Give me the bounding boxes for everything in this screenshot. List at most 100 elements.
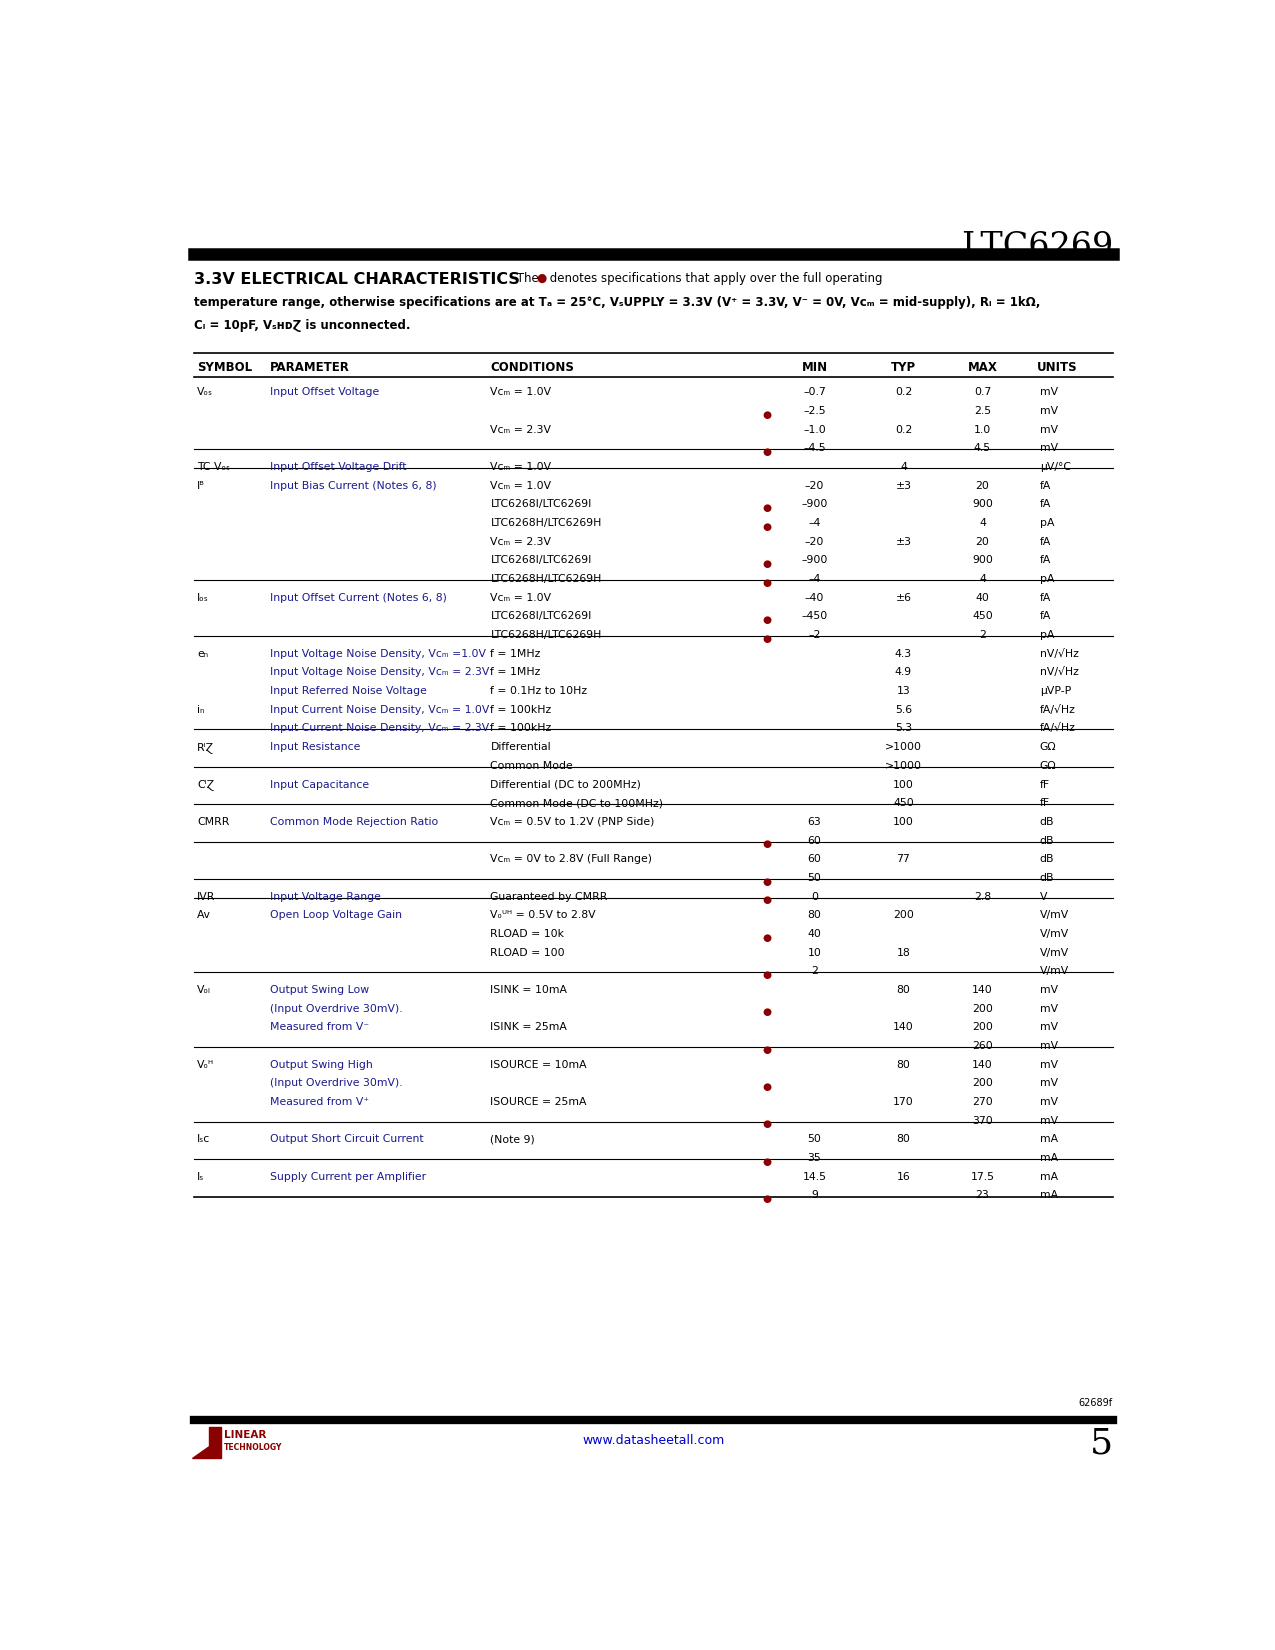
Text: LTC6268I/LTC6269I: LTC6268I/LTC6269I [491, 500, 592, 510]
Text: UNITS: UNITS [1037, 361, 1077, 373]
Text: 200: 200 [892, 911, 914, 921]
Text: Differential: Differential [491, 742, 551, 752]
Text: Vᴄₘ = 2.3V: Vᴄₘ = 2.3V [491, 424, 551, 434]
Polygon shape [193, 1427, 221, 1459]
Text: ●: ● [762, 1195, 771, 1204]
Text: ISINK = 10mA: ISINK = 10mA [491, 985, 567, 995]
Text: ISINK = 25mA: ISINK = 25mA [491, 1023, 567, 1033]
Text: nV/√Hz: nV/√Hz [1040, 668, 1079, 678]
Text: dB: dB [1040, 835, 1054, 845]
Text: 4.9: 4.9 [895, 668, 912, 678]
Text: –2.5: –2.5 [803, 406, 826, 416]
Text: nV/√Hz: nV/√Hz [1040, 648, 1079, 658]
Text: 50: 50 [807, 1134, 821, 1145]
Text: f = 1MHz: f = 1MHz [491, 648, 541, 658]
Text: 18: 18 [896, 947, 910, 957]
Text: –4.5: –4.5 [803, 444, 826, 454]
Text: 5: 5 [1090, 1426, 1113, 1460]
Text: Input Current Noise Density, Vᴄₘ = 2.3V: Input Current Noise Density, Vᴄₘ = 2.3V [270, 723, 490, 734]
Text: (Input Overdrive 30mV).: (Input Overdrive 30mV). [270, 1079, 403, 1089]
Text: 100: 100 [892, 817, 914, 827]
Text: GΩ: GΩ [1040, 761, 1057, 771]
Text: f = 1MHz: f = 1MHz [491, 668, 541, 678]
Text: Output Swing High: Output Swing High [270, 1059, 372, 1069]
Text: ●: ● [762, 578, 771, 587]
Text: mA: mA [1040, 1172, 1058, 1181]
Text: fA: fA [1040, 480, 1051, 490]
Text: The: The [513, 272, 543, 285]
Text: 170: 170 [892, 1097, 914, 1107]
Text: –1.0: –1.0 [803, 424, 826, 434]
Text: –900: –900 [801, 500, 827, 510]
Text: LTC6268I/LTC6269I: LTC6268I/LTC6269I [491, 556, 592, 566]
Text: CONDITIONS: CONDITIONS [491, 361, 574, 373]
Text: 3.3V ELECTRICAL CHARACTERISTICS: 3.3V ELECTRICAL CHARACTERISTICS [194, 272, 520, 287]
Text: iₙ: iₙ [196, 705, 204, 714]
Text: LTC6268H/LTC6269H: LTC6268H/LTC6269H [491, 574, 602, 584]
Text: fA: fA [1040, 536, 1051, 546]
Text: Iₛ: Iₛ [196, 1172, 204, 1181]
Text: LTC6269: LTC6269 [960, 231, 1113, 262]
Text: pA: pA [1040, 574, 1054, 584]
Text: 0.7: 0.7 [974, 388, 991, 398]
Text: Input Current Noise Density, Vᴄₘ = 1.0V: Input Current Noise Density, Vᴄₘ = 1.0V [270, 705, 490, 714]
Text: 900: 900 [972, 556, 993, 566]
Text: 62689f: 62689f [1079, 1398, 1113, 1407]
Text: –4: –4 [808, 518, 821, 528]
Text: V/mV: V/mV [1040, 911, 1068, 921]
Text: mV: mV [1040, 1097, 1058, 1107]
Text: IVR: IVR [196, 891, 215, 901]
Text: fA: fA [1040, 592, 1051, 602]
Text: Vᴄₘ = 0V to 2.8V (Full Range): Vᴄₘ = 0V to 2.8V (Full Range) [491, 855, 653, 865]
Text: denotes specifications that apply over the full operating: denotes specifications that apply over t… [546, 272, 882, 285]
Text: TYP: TYP [891, 361, 915, 373]
Text: 5.3: 5.3 [895, 723, 912, 734]
Text: Input Capacitance: Input Capacitance [270, 779, 370, 789]
Text: >1000: >1000 [885, 761, 922, 771]
Text: Input Offset Voltage Drift: Input Offset Voltage Drift [270, 462, 407, 472]
Text: Aᴠ: Aᴠ [196, 911, 210, 921]
Text: Supply Current per Amplifier: Supply Current per Amplifier [270, 1172, 426, 1181]
Text: 200: 200 [972, 1079, 993, 1089]
Text: ●: ● [762, 559, 771, 569]
Text: fF: fF [1040, 799, 1049, 808]
Text: μV/°C: μV/°C [1040, 462, 1071, 472]
Text: Guaranteed by CMRR: Guaranteed by CMRR [491, 891, 608, 901]
Text: 20: 20 [975, 480, 989, 490]
Text: LTC6268I/LTC6269I: LTC6268I/LTC6269I [491, 612, 592, 622]
Text: PARAMETER: PARAMETER [270, 361, 349, 373]
Text: 0.2: 0.2 [895, 424, 912, 434]
Text: 370: 370 [972, 1115, 993, 1125]
Text: mA: mA [1040, 1190, 1058, 1201]
Text: μVP-P: μVP-P [1040, 686, 1071, 696]
Text: mV: mV [1040, 1059, 1058, 1069]
Text: ±6: ±6 [895, 592, 912, 602]
Text: dB: dB [1040, 855, 1054, 865]
Text: –4: –4 [808, 574, 821, 584]
Text: ●: ● [762, 503, 771, 513]
Text: Vᴄₘ = 1.0V: Vᴄₘ = 1.0V [491, 592, 552, 602]
Text: V/mV: V/mV [1040, 929, 1068, 939]
Text: 23: 23 [975, 1190, 989, 1201]
Text: mV: mV [1040, 444, 1058, 454]
Text: mV: mV [1040, 424, 1058, 434]
Text: MIN: MIN [802, 361, 827, 373]
Text: Vᴄₘ = 0.5V to 1.2V (PNP Side): Vᴄₘ = 0.5V to 1.2V (PNP Side) [491, 817, 655, 827]
Text: 4: 4 [900, 462, 907, 472]
Text: dB: dB [1040, 817, 1054, 827]
Text: mV: mV [1040, 1041, 1058, 1051]
Text: 100: 100 [892, 779, 914, 789]
Text: Open Loop Voltage Gain: Open Loop Voltage Gain [270, 911, 402, 921]
Text: 9: 9 [811, 1190, 819, 1201]
Text: 2.8: 2.8 [974, 891, 991, 901]
Text: 50: 50 [807, 873, 821, 883]
Text: mA: mA [1040, 1134, 1058, 1145]
Text: Measured from V⁻: Measured from V⁻ [270, 1023, 370, 1033]
Text: 20: 20 [975, 536, 989, 546]
Text: ●: ● [762, 932, 771, 942]
Text: Vᴄₘ = 1.0V: Vᴄₘ = 1.0V [491, 462, 552, 472]
Text: f = 100kHz: f = 100kHz [491, 723, 552, 734]
Text: ±3: ±3 [895, 480, 912, 490]
Text: 2: 2 [811, 967, 819, 977]
Text: ISOURCE = 10mA: ISOURCE = 10mA [491, 1059, 586, 1069]
